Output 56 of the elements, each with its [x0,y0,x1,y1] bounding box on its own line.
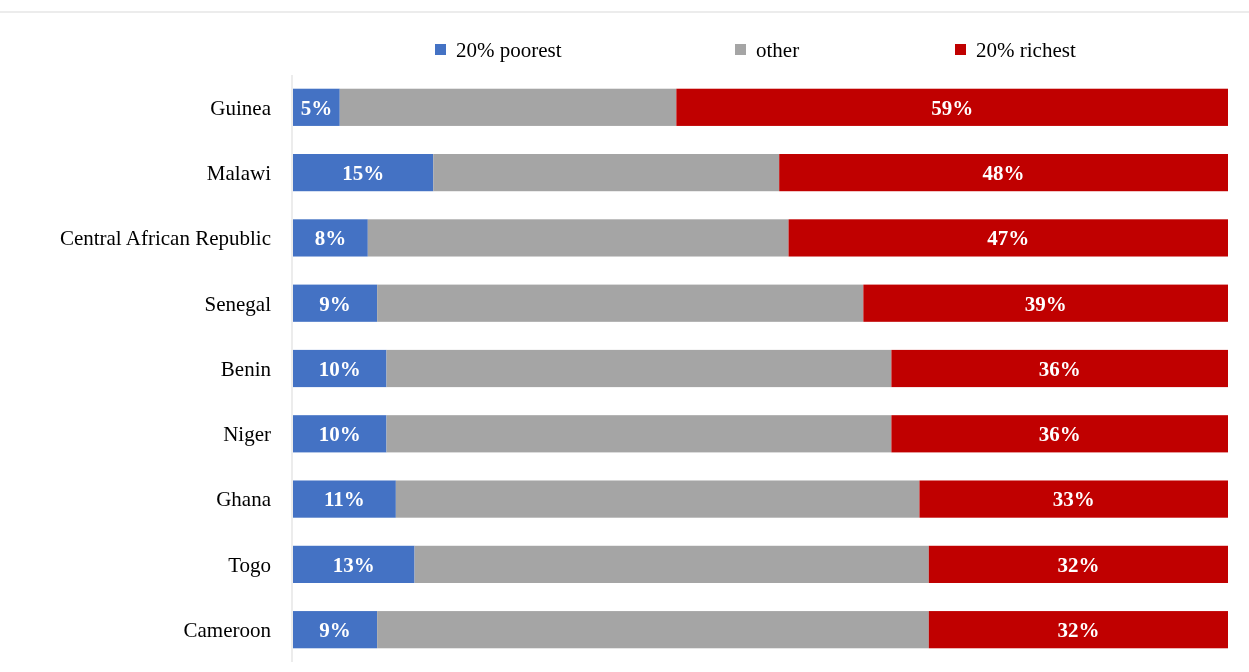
data-label: 32% [1057,552,1100,577]
data-label: 11% [324,487,365,512]
bar [891,349,1228,388]
y-tick-label: Malawi [206,160,272,185]
bar [293,415,387,453]
data-label: 9% [319,618,351,643]
y-tick-label: Cameroon [183,618,272,643]
bar [863,284,1228,322]
y-tick-label: Senegal [204,291,272,316]
data-label: 10% [318,356,361,381]
bar [293,284,378,322]
y-tick-label: Central African Republic [59,226,271,251]
data-label: 39% [1024,291,1067,316]
legend-label: other [756,38,800,63]
data-label: 47% [987,226,1030,251]
bar [395,480,920,518]
data-label: 33% [1052,487,1095,512]
bar [788,219,1228,257]
bar [919,480,1228,518]
y-tick-label: Benin [220,356,272,381]
legend-label: 20% richest [976,38,1076,63]
data-label: 59% [931,95,974,120]
y-tick-label: Guinea [210,95,272,120]
legend-label: 20% poorest [456,38,562,63]
data-label: 32% [1057,618,1100,643]
bar [293,154,434,192]
bar [779,154,1228,192]
bar [386,415,892,453]
bar [367,219,789,257]
bar [339,88,677,126]
bar [293,480,396,518]
bar [928,545,1228,583]
bar [676,88,1228,126]
bar [377,284,864,322]
data-label: 10% [318,422,361,447]
data-label: 5% [300,95,333,120]
bar [928,611,1228,649]
data-label: 9% [319,291,351,316]
bar [293,545,415,583]
data-label: 48% [982,160,1025,185]
bar [891,415,1228,453]
data-label: 8% [314,226,347,251]
bar [293,219,368,257]
data-label: 36% [1038,422,1081,447]
y-tick-label: Ghana [216,487,272,512]
data-label: 15% [342,160,385,185]
y-tick-label: Togo [228,552,271,577]
data-label: 36% [1038,356,1081,381]
bar [293,349,387,388]
y-tick-label: Niger [223,422,271,447]
bar [293,611,378,649]
bar [433,154,780,192]
data-label: 13% [332,552,375,577]
bar [414,545,929,583]
bar [386,349,892,388]
bar [377,611,929,649]
